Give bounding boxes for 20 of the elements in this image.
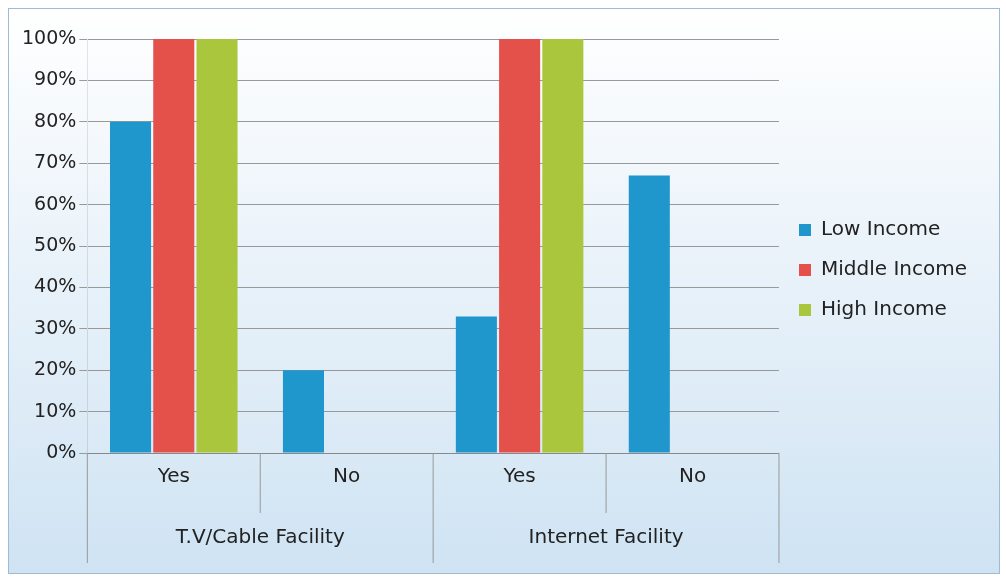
y-tick-label: 0% <box>46 439 77 462</box>
text: Internet Facility <box>528 524 684 549</box>
x-tick-label: No <box>678 463 707 488</box>
y-tick-label: 60% <box>34 191 77 214</box>
legend-label: High Income <box>820 296 947 321</box>
y-tick-label: 30% <box>34 315 77 338</box>
y-tick-label: 80% <box>34 108 77 131</box>
x-tick-label: No <box>333 463 361 488</box>
legend-label: Middle Income <box>820 256 967 281</box>
y-tick-label: 50% <box>34 232 77 255</box>
x-tick-label: Yes <box>502 463 536 488</box>
legend-label: Low Income <box>820 216 941 241</box>
x-tick-label: Yes <box>156 463 190 488</box>
y-tick-label: 20% <box>34 357 77 380</box>
y-tick-label: 10% <box>34 398 77 421</box>
y-tick-label: 90% <box>34 67 77 90</box>
text: T.V/Cable Facility <box>174 524 345 549</box>
y-tick-label: 40% <box>34 274 77 297</box>
y-tick-label: 100% <box>21 25 77 48</box>
y-tick-label: 70% <box>34 150 77 173</box>
